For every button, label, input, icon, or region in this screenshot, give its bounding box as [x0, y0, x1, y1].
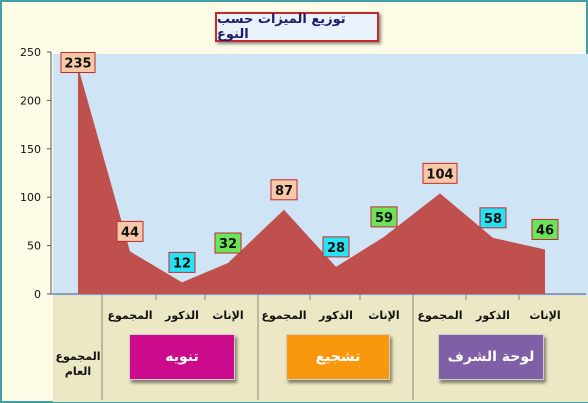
data-label-box: [422, 162, 458, 184]
data-label-box: [370, 206, 398, 228]
data-label: 235: [64, 57, 91, 72]
category-label: الإناث: [529, 309, 561, 322]
data-label-box: [322, 236, 350, 258]
data-label: 46: [536, 223, 554, 238]
data-label: 28: [327, 241, 345, 256]
data-label-box: [116, 220, 144, 242]
category-label: المجموع: [417, 309, 463, 322]
category-label: الذكور: [476, 309, 510, 322]
category-label-overall: المجموع العام: [55, 350, 101, 378]
data-label: 104: [426, 167, 453, 182]
category-label: المجموع: [107, 309, 153, 322]
group-label-box: تنويه: [129, 334, 235, 380]
data-label-box: [531, 218, 559, 240]
data-label: 58: [484, 212, 502, 227]
data-label-box: [479, 207, 507, 229]
chart-title: توزيع الميزات حسب النوع: [215, 12, 379, 42]
data-label: 87: [275, 184, 293, 199]
y-tick-label: 100: [20, 191, 41, 204]
category-label: الذكور: [319, 309, 353, 322]
y-tick-label: 150: [20, 143, 41, 156]
data-label: 12: [173, 256, 191, 271]
data-label-box: [60, 52, 96, 74]
group-label-box: لوحة الشرف: [438, 334, 544, 380]
y-tick-label: 200: [20, 94, 41, 107]
data-label: 44: [121, 225, 139, 240]
category-label: الذكور: [165, 309, 199, 322]
data-label: 59: [375, 211, 393, 226]
category-label: الإناث: [212, 309, 244, 322]
area-series: [78, 66, 545, 295]
category-label: المجموع: [261, 309, 307, 322]
data-label-box: [270, 179, 298, 201]
group-label-box: تشجيع: [286, 334, 390, 380]
y-tick-label: 50: [27, 240, 41, 253]
data-label: 32: [219, 237, 237, 252]
category-label: الإناث: [368, 309, 400, 322]
data-label-box: [214, 232, 242, 254]
y-tick-label: 0: [34, 288, 41, 301]
data-label-box: [168, 251, 196, 273]
y-tick-label: 250: [20, 46, 41, 59]
